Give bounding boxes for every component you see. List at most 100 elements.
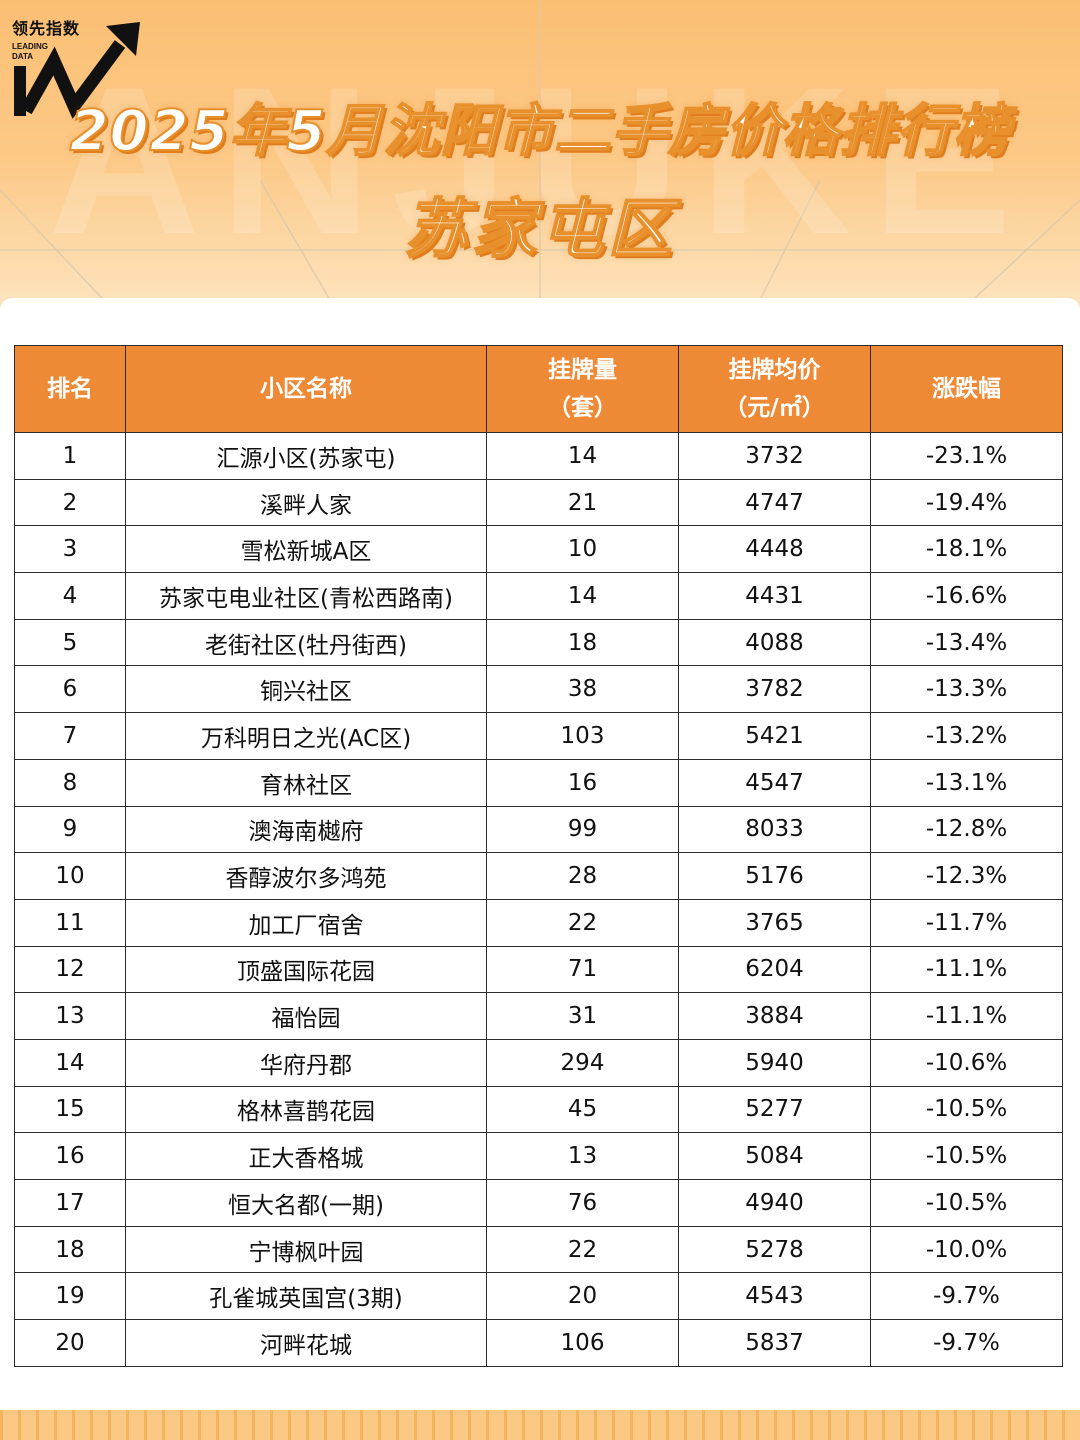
cell-community-name: 铜兴社区 bbox=[125, 665, 487, 714]
table-row: 19 孔雀城英国宫(3期) 20 4543 -9.7% bbox=[14, 1272, 1063, 1321]
header-avg-price-label: 挂牌均价 bbox=[728, 357, 821, 383]
cell-change: -11.1% bbox=[870, 945, 1063, 994]
table-row: 6 铜兴社区 38 3782 -13.3% bbox=[14, 665, 1063, 714]
cell-community-name: 河畔花城 bbox=[125, 1319, 487, 1367]
cell-avg-price: 4431 bbox=[678, 572, 871, 620]
logo-english-line1: LEADING bbox=[12, 42, 48, 51]
cell-change: -10.6% bbox=[870, 1038, 1063, 1087]
cell-community-name: 雪松新城A区 bbox=[125, 525, 487, 574]
cell-rank: 15 bbox=[14, 1085, 126, 1134]
cell-listing-count: 103 bbox=[486, 712, 679, 760]
logo-english-line2: DATA bbox=[12, 52, 34, 61]
cell-change: -23.1% bbox=[870, 432, 1063, 480]
table-row: 3 雪松新城A区 10 4448 -18.1% bbox=[14, 525, 1063, 574]
cell-avg-price: 5176 bbox=[678, 852, 871, 900]
cell-avg-price: 5421 bbox=[678, 712, 871, 760]
cell-change: -16.6% bbox=[870, 572, 1063, 620]
header-listing-count-label: 挂牌量 bbox=[548, 357, 617, 383]
cell-change: -19.4% bbox=[870, 478, 1063, 527]
cell-avg-price: 4747 bbox=[678, 478, 871, 527]
table-row: 11 加工厂宿舍 22 3765 -11.7% bbox=[14, 898, 1063, 947]
cell-change: -11.1% bbox=[870, 992, 1063, 1040]
cell-rank: 16 bbox=[14, 1132, 126, 1180]
table-row: 10 香醇波尔多鸿苑 28 5176 -12.3% bbox=[14, 852, 1063, 900]
page-title: 2025年5月沈阳市二手房价格排行榜 bbox=[69, 98, 1011, 165]
cell-avg-price: 4448 bbox=[678, 525, 871, 574]
cell-listing-count: 10 bbox=[486, 525, 679, 574]
table-row: 20 河畔花城 106 5837 -9.7% bbox=[14, 1319, 1063, 1367]
table-row: 2 溪畔人家 21 4747 -19.4% bbox=[14, 478, 1063, 527]
logo-arrow-icon bbox=[14, 22, 140, 119]
bottom-decorative-strip bbox=[0, 1410, 1080, 1440]
table-row: 5 老街社区(牡丹街西) 18 4088 -13.4% bbox=[14, 618, 1063, 667]
cell-rank: 1 bbox=[14, 432, 126, 480]
header-avg-price-unit: （元/㎡） bbox=[724, 395, 825, 421]
cell-listing-count: 13 bbox=[486, 1132, 679, 1180]
cell-change: -13.1% bbox=[870, 758, 1063, 807]
cell-rank: 7 bbox=[14, 712, 126, 760]
cell-listing-count: 22 bbox=[486, 898, 679, 947]
cell-rank: 20 bbox=[14, 1319, 126, 1367]
cell-listing-count: 76 bbox=[486, 1179, 679, 1227]
cell-listing-count: 28 bbox=[486, 852, 679, 900]
header-listing-count-unit: （套） bbox=[548, 395, 617, 421]
cell-listing-count: 294 bbox=[486, 1038, 679, 1087]
cell-community-name: 格林喜鹊花园 bbox=[125, 1085, 487, 1134]
cell-change: -9.7% bbox=[870, 1272, 1063, 1321]
cell-avg-price: 5940 bbox=[678, 1038, 871, 1087]
cell-listing-count: 22 bbox=[486, 1225, 679, 1274]
cell-listing-count: 21 bbox=[486, 478, 679, 527]
cell-change: -13.2% bbox=[870, 712, 1063, 760]
cell-rank: 14 bbox=[14, 1038, 126, 1087]
cell-change: -10.5% bbox=[870, 1132, 1063, 1180]
cell-rank: 6 bbox=[14, 665, 126, 714]
cell-avg-price: 3782 bbox=[678, 665, 871, 714]
cell-avg-price: 4088 bbox=[678, 618, 871, 667]
cell-community-name: 加工厂宿舍 bbox=[125, 898, 487, 947]
table-row: 8 育林社区 16 4547 -13.1% bbox=[14, 758, 1063, 807]
cell-community-name: 苏家屯电业社区(青松西路南) bbox=[125, 572, 487, 620]
header-community-name: 小区名称 bbox=[125, 345, 487, 433]
cell-change: -12.8% bbox=[870, 805, 1063, 854]
cell-avg-price: 5084 bbox=[678, 1132, 871, 1180]
cell-listing-count: 45 bbox=[486, 1085, 679, 1134]
cell-listing-count: 20 bbox=[486, 1272, 679, 1321]
header-listing-count: 挂牌量 （套） bbox=[486, 345, 679, 433]
cell-rank: 17 bbox=[14, 1179, 126, 1227]
cell-community-name: 溪畔人家 bbox=[125, 478, 487, 527]
table-row: 16 正大香格城 13 5084 -10.5% bbox=[14, 1132, 1063, 1180]
header-avg-price: 挂牌均价 （元/㎡） bbox=[678, 345, 871, 433]
cell-change: -18.1% bbox=[870, 525, 1063, 574]
cell-rank: 12 bbox=[14, 945, 126, 994]
cell-listing-count: 18 bbox=[486, 618, 679, 667]
cell-rank: 9 bbox=[14, 805, 126, 854]
cell-community-name: 万科明日之光(AC区) bbox=[125, 712, 487, 760]
cell-avg-price: 3765 bbox=[678, 898, 871, 947]
cell-listing-count: 71 bbox=[486, 945, 679, 994]
table-row: 12 顶盛国际花园 71 6204 -11.1% bbox=[14, 945, 1063, 994]
leading-data-logo: 领先指数 LEADING DATA bbox=[12, 16, 142, 121]
ranking-table-wrapper: 排名 小区名称 挂牌量 （套） 挂牌均价 （元/㎡） 涨跌幅 1 汇源小区(苏家屯) 1… bbox=[14, 345, 1063, 1367]
header-change: 涨跌幅 bbox=[870, 345, 1063, 433]
cell-community-name: 香醇波尔多鸿苑 bbox=[125, 852, 487, 900]
table-header-row: 排名 小区名称 挂牌量 （套） 挂牌均价 （元/㎡） 涨跌幅 bbox=[14, 345, 1063, 433]
cell-avg-price: 8033 bbox=[678, 805, 871, 854]
district-subtitle: 苏家屯区 bbox=[403, 192, 676, 268]
cell-community-name: 正大香格城 bbox=[125, 1132, 487, 1180]
cell-listing-count: 14 bbox=[486, 572, 679, 620]
cell-rank: 13 bbox=[14, 992, 126, 1040]
cell-avg-price: 4543 bbox=[678, 1272, 871, 1321]
table-row: 9 澳海南樾府 99 8033 -12.8% bbox=[14, 805, 1063, 854]
cell-rank: 11 bbox=[14, 898, 126, 947]
cell-change: -10.5% bbox=[870, 1085, 1063, 1134]
cell-avg-price: 5837 bbox=[678, 1319, 871, 1367]
cell-change: -9.7% bbox=[870, 1319, 1063, 1367]
cell-community-name: 华府丹郡 bbox=[125, 1038, 487, 1087]
table-row: 14 华府丹郡 294 5940 -10.6% bbox=[14, 1038, 1063, 1087]
ranking-table: 排名 小区名称 挂牌量 （套） 挂牌均价 （元/㎡） 涨跌幅 1 汇源小区(苏家屯) 1… bbox=[14, 345, 1063, 1367]
table-row: 4 苏家屯电业社区(青松西路南) 14 4431 -16.6% bbox=[14, 572, 1063, 620]
table-row: 17 恒大名都(一期) 76 4940 -10.5% bbox=[14, 1179, 1063, 1227]
cell-rank: 10 bbox=[14, 852, 126, 900]
cell-avg-price: 4940 bbox=[678, 1179, 871, 1227]
table-row: 7 万科明日之光(AC区) 103 5421 -13.2% bbox=[14, 712, 1063, 760]
